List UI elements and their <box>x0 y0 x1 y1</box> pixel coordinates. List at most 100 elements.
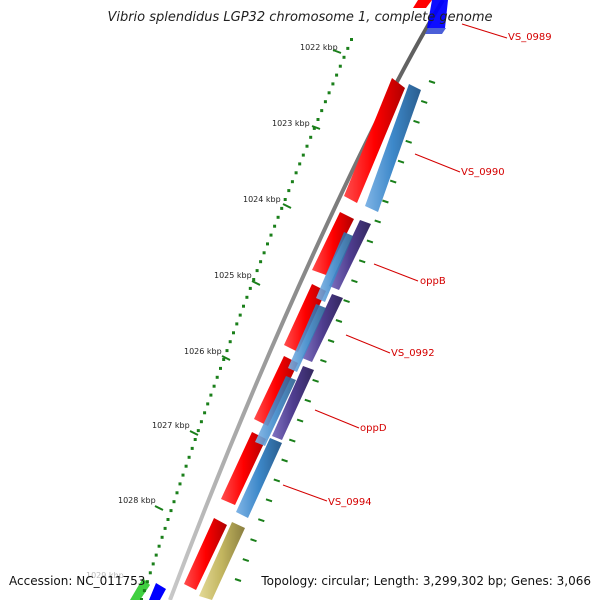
gene-feature[interactable] <box>221 432 266 505</box>
scale-ticks: 1022 kbp 1023 kbp 1024 kbp 1025 kbp 1026… <box>86 43 342 580</box>
gc-dot <box>248 286 252 290</box>
position-tick <box>273 478 281 483</box>
gene-feature[interactable] <box>272 366 314 440</box>
gc-dot <box>335 73 339 77</box>
gene-label-oppb[interactable]: oppB <box>420 276 446 287</box>
gc-dot <box>350 38 353 41</box>
gc-dot <box>199 420 203 424</box>
position-tick <box>327 339 335 343</box>
gc-dot <box>331 82 335 86</box>
gc-dot <box>280 206 284 210</box>
gc-dot <box>298 162 302 166</box>
gene-feature[interactable] <box>329 220 371 290</box>
position-tick <box>366 239 374 244</box>
gc-dot <box>283 198 287 201</box>
leader-line <box>282 484 328 502</box>
gc-dot <box>320 109 324 113</box>
gene-feature[interactable] <box>312 212 354 275</box>
gene-feature[interactable] <box>255 376 296 446</box>
position-tick <box>413 119 420 124</box>
gc-dot <box>142 589 146 593</box>
gc-dot <box>276 215 280 219</box>
position-tick <box>296 418 304 423</box>
leader-line <box>461 23 508 39</box>
position-tick <box>374 219 382 224</box>
position-tick <box>250 538 257 543</box>
position-tick <box>420 99 428 104</box>
gc-dot <box>294 171 298 175</box>
position-tick <box>428 80 436 84</box>
gene-feature[interactable] <box>236 438 282 518</box>
gene-feature[interactable] <box>184 518 227 590</box>
gene-feature[interactable] <box>130 578 150 600</box>
gene-feature[interactable] <box>413 0 432 8</box>
position-tick <box>257 518 265 523</box>
gc-dot <box>269 233 273 237</box>
gc-dot <box>228 340 232 344</box>
gene-feature[interactable] <box>316 232 353 302</box>
position-tick <box>312 378 319 383</box>
leader-line <box>345 334 391 354</box>
gc-dot <box>203 411 207 415</box>
gc-dot <box>212 384 216 388</box>
position-tick <box>397 159 405 164</box>
tick-mark <box>311 125 321 130</box>
gc-dot <box>187 455 191 459</box>
gene-label-oppd[interactable]: oppD <box>360 423 387 434</box>
position-tick <box>351 279 358 284</box>
gc-dot <box>206 402 210 406</box>
gene-feature[interactable] <box>284 284 326 352</box>
chromosome-backbone <box>168 0 445 600</box>
gene-feature[interactable] <box>149 583 166 600</box>
position-tick <box>335 319 343 323</box>
tick-mark <box>332 49 342 54</box>
gc-dot <box>262 251 266 255</box>
gc-dot <box>305 144 309 148</box>
gc-dot <box>222 358 226 361</box>
accession-text: Accession: NC_011753 <box>9 574 146 588</box>
gene-feature[interactable] <box>344 78 405 203</box>
gc-dot <box>301 153 305 157</box>
tick-label: 1025 kbp <box>214 271 252 280</box>
gene-label-vs0989[interactable]: VS_0989 <box>508 32 552 43</box>
position-tick <box>389 179 397 184</box>
position-tick <box>405 139 413 144</box>
gene-feature[interactable] <box>254 356 298 426</box>
gc-dot <box>245 295 249 299</box>
tick-label: 1023 kbp <box>272 119 310 128</box>
tick-label: 1026 kbp <box>184 347 222 356</box>
gene-feature[interactable] <box>199 522 245 600</box>
gc-dot <box>338 64 342 68</box>
position-tick <box>358 259 366 264</box>
gc-dot <box>219 366 222 370</box>
gene-feature[interactable] <box>288 304 326 372</box>
gc-dot <box>175 491 179 495</box>
gene-feature[interactable] <box>302 294 343 362</box>
tick-label: 1027 kbp <box>152 421 190 430</box>
tick-label: 1022 kbp <box>300 43 338 52</box>
gene-label-vs0994[interactable]: VS_0994 <box>328 497 372 508</box>
position-tick <box>288 438 296 443</box>
gc-dot <box>166 518 170 521</box>
position-tick <box>382 199 389 204</box>
gene-feature[interactable] <box>365 84 421 212</box>
position-tick <box>343 299 350 304</box>
gene-feature[interactable] <box>425 28 446 34</box>
gc-dot <box>169 509 173 513</box>
position-tick <box>265 498 273 503</box>
gc-dot <box>190 446 194 450</box>
gc-dot <box>184 464 188 468</box>
gene-labels: VS_0989 VS_0990 oppB VS_0992 oppD VS_099… <box>282 23 552 508</box>
gc-dot <box>346 46 350 50</box>
gc-dot <box>215 375 219 379</box>
gc-dot <box>235 322 239 326</box>
leader-line <box>414 153 461 173</box>
gene-feature[interactable] <box>427 0 448 28</box>
gc-dot <box>259 260 263 264</box>
gc-dot <box>196 429 200 433</box>
gc-content-track <box>140 38 353 600</box>
position-tick <box>234 578 242 582</box>
gene-label-vs0992[interactable]: VS_0992 <box>391 348 435 359</box>
gene-label-vs0990[interactable]: VS_0990 <box>461 167 505 178</box>
